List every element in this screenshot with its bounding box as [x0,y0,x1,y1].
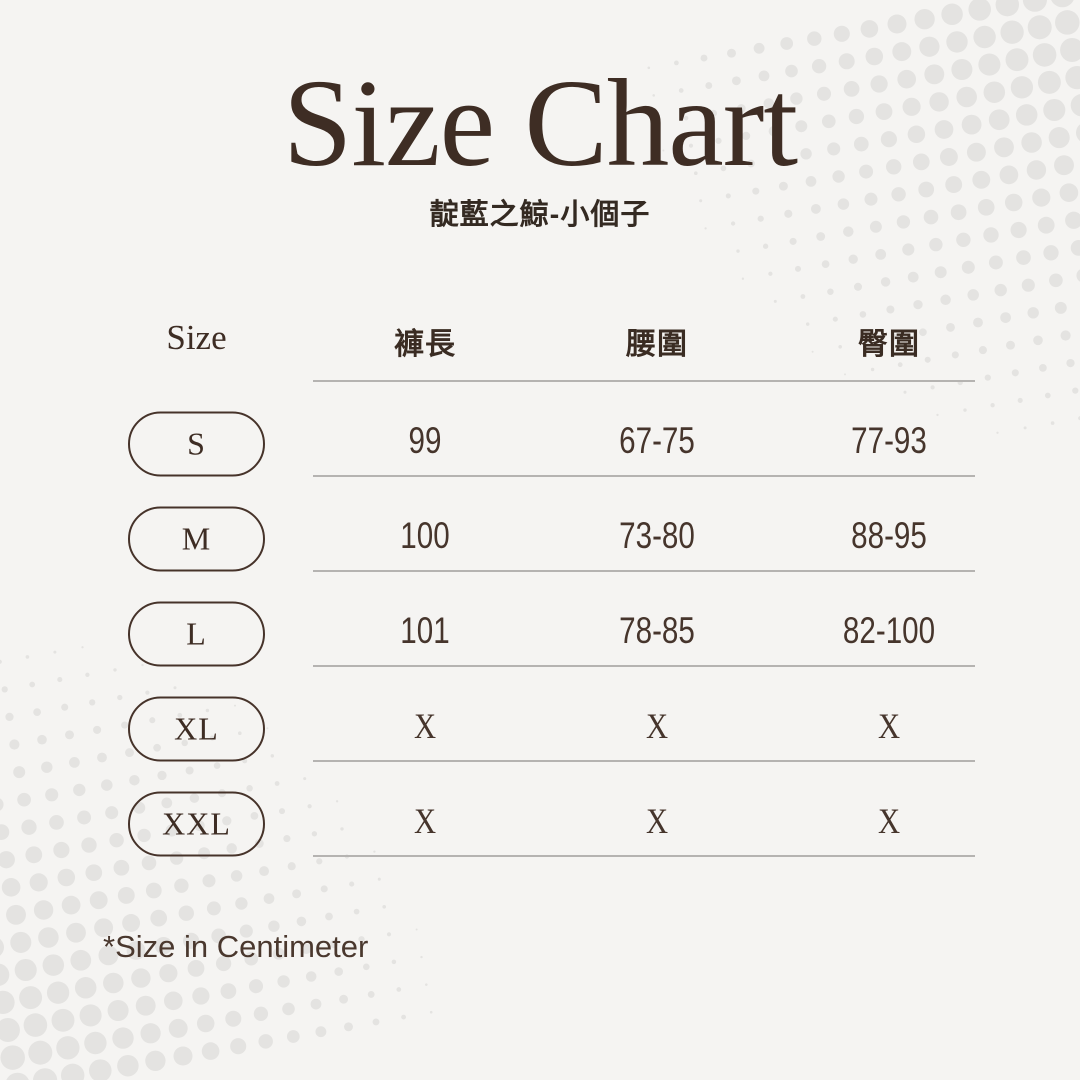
size-pill-cell: S [128,382,265,477]
measurement-cell: X [645,800,669,841]
table-row: M 100 73-80 88-95 [128,477,975,572]
row-measurements: 99 67-75 77-93 [313,382,975,477]
table-row: XL X X X [128,667,975,762]
column-header: 褲長 [394,328,456,361]
measurement-cell: X [877,705,901,746]
measurement-cell: 101 [400,609,450,651]
page-subtitle: 靛藍之鯨-小個子 [429,199,651,231]
size-pill-cell: XL [128,667,265,762]
column-header: 腰圍 [626,328,688,361]
size-pill-cell: M [128,477,265,572]
measurement-cell: 67-75 [619,419,695,461]
measurement-cell: 77-93 [851,419,927,461]
page-title: Size Chart [282,55,798,193]
size-pill-cell: L [128,572,265,667]
measurement-cell: 99 [408,419,442,461]
row-measurements: 101 78-85 82-100 [313,572,975,667]
size-table: Size 褲長 腰圍 臀圍 S 99 67-75 77-93 M 100 73-80 88-95 L… [128,302,975,857]
size-header-cell: Size [128,302,265,382]
measurement-cell: 88-95 [851,514,927,556]
size-pill-cell: XXL [128,762,265,857]
measurement-cell: 73-80 [619,514,695,556]
table-body: S 99 67-75 77-93 M 100 73-80 88-95 L 101 78-85 82-1… [128,382,975,857]
footnote: *Size in Centimeter [103,929,369,964]
size-pill-xl: XL [128,696,265,761]
measurement-cell: 82-100 [842,609,936,651]
measurement-cell: X [645,705,669,746]
table-row: S 99 67-75 77-93 [128,382,975,477]
measurement-cell: 100 [400,514,450,556]
measurement-cell: X [877,800,901,841]
size-pill-xxl: XXL [128,791,265,856]
table-row: XXL X X X [128,762,975,857]
size-pill-l: L [128,601,265,666]
column-header: 臀圍 [858,328,920,361]
table-header-row: Size 褲長 腰圍 臀圍 [128,302,975,382]
table-row: L 101 78-85 82-100 [128,572,975,667]
measurement-cell: 78-85 [619,609,695,651]
size-pill-m: M [128,506,265,571]
row-measurements: 100 73-80 88-95 [313,477,975,572]
size-pill-s: S [128,411,265,476]
size-column-header: Size [166,318,227,357]
measurement-cell: X [413,800,437,841]
table-header-measurements: 褲長 腰圍 臀圍 [313,302,975,382]
measurement-cell: X [413,705,437,746]
